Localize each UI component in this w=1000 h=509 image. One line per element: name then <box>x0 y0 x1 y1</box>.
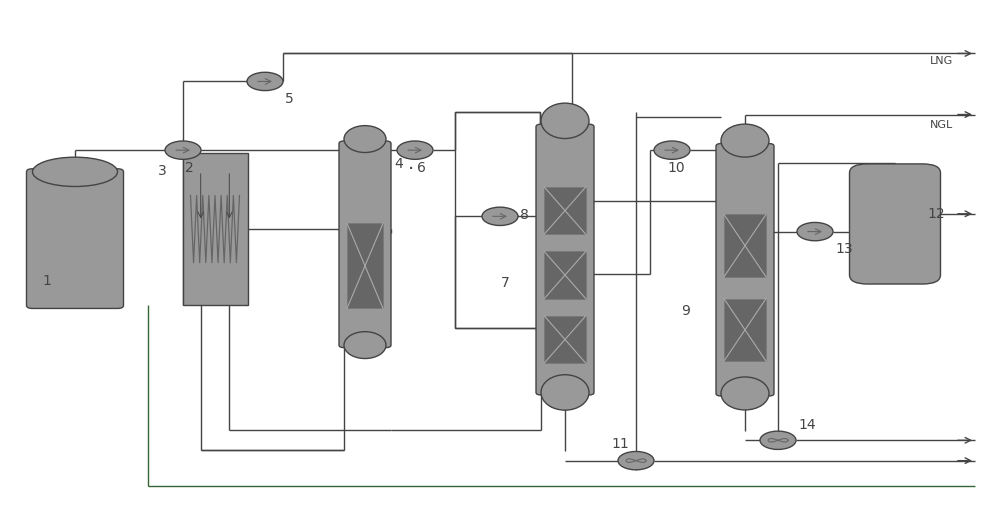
Text: 7: 7 <box>501 276 510 290</box>
Ellipse shape <box>344 332 386 358</box>
Bar <box>544 316 586 363</box>
Circle shape <box>165 141 201 159</box>
Bar <box>544 251 586 299</box>
Text: 8: 8 <box>520 208 529 222</box>
Text: .: . <box>408 154 414 173</box>
Text: 14: 14 <box>798 418 816 432</box>
Text: 4: 4 <box>394 157 403 171</box>
Bar <box>724 214 766 277</box>
Text: 1: 1 <box>42 274 51 288</box>
Bar <box>724 299 766 361</box>
Text: 9: 9 <box>681 304 690 318</box>
FancyBboxPatch shape <box>716 144 774 396</box>
Bar <box>455 112 540 328</box>
Circle shape <box>482 207 518 225</box>
Ellipse shape <box>721 124 769 157</box>
Ellipse shape <box>721 377 769 410</box>
Bar <box>544 187 586 235</box>
Circle shape <box>797 222 833 241</box>
Text: 12: 12 <box>928 207 945 221</box>
Text: 11: 11 <box>611 437 629 451</box>
Ellipse shape <box>541 375 589 410</box>
Text: 10: 10 <box>667 161 685 176</box>
FancyBboxPatch shape <box>339 141 391 348</box>
FancyBboxPatch shape <box>850 164 940 284</box>
Circle shape <box>618 451 654 470</box>
Text: LNG: LNG <box>930 56 953 66</box>
Text: 13: 13 <box>835 242 853 256</box>
Ellipse shape <box>32 157 118 186</box>
Bar <box>347 223 383 308</box>
Ellipse shape <box>344 126 386 153</box>
Circle shape <box>397 141 433 159</box>
FancyBboxPatch shape <box>536 124 594 395</box>
FancyBboxPatch shape <box>26 169 124 308</box>
Text: 6: 6 <box>417 161 426 176</box>
Circle shape <box>654 141 690 159</box>
Text: 2: 2 <box>185 161 194 176</box>
Ellipse shape <box>541 103 589 138</box>
Bar <box>182 153 248 305</box>
Circle shape <box>247 72 283 91</box>
Text: 3: 3 <box>158 164 166 178</box>
Text: 5: 5 <box>285 92 294 106</box>
Circle shape <box>760 431 796 449</box>
Text: NGL: NGL <box>930 120 953 130</box>
